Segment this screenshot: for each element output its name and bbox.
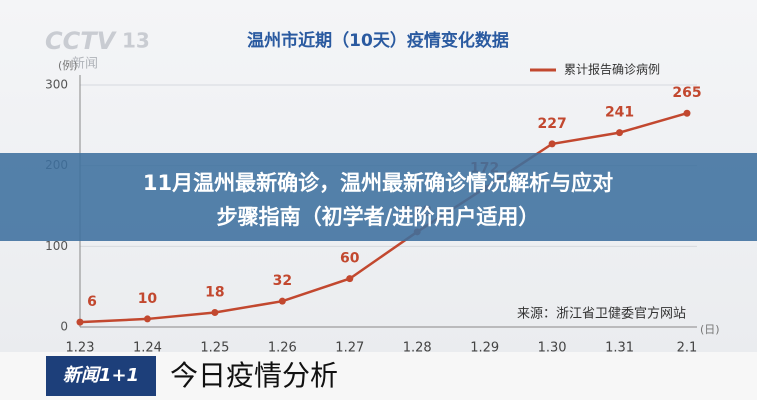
y-tick-label: 0 [60, 320, 68, 334]
data-label: 18 [205, 284, 224, 300]
data-point [548, 140, 556, 148]
x-tick-label: 1.31 [605, 341, 634, 356]
x-tick-label: 1.23 [66, 341, 95, 356]
x-tick-label: 1.28 [403, 341, 432, 356]
source: 来源：浙江省卫健委官方网站 [517, 306, 686, 322]
data-label: 10 [138, 291, 158, 307]
legend-label: 累计报告确诊病例 [564, 62, 660, 77]
x-tick-label: 1.30 [538, 341, 567, 356]
headline-banner [0, 153, 757, 241]
x-tick-label: 1.27 [335, 341, 364, 356]
data-label: 60 [340, 251, 360, 267]
data-label: 6 [87, 294, 97, 310]
logo-caption: 新闻 [72, 56, 98, 72]
data-label: 227 [537, 116, 566, 132]
chart-title: 温州市近期（10天）疫情变化数据 [247, 30, 509, 51]
data-label: 32 [273, 273, 292, 289]
logo-number: 13 [122, 29, 150, 53]
x-axis-label: (日) [700, 323, 720, 336]
y-tick-label: 100 [45, 239, 68, 253]
logo-channel: CCTV [45, 27, 118, 55]
data-point [278, 297, 286, 305]
headline-line: 步骤指南（初学者/进阶用户适用） [217, 205, 540, 229]
x-tick-label: 1.26 [268, 341, 297, 356]
y-tick-label: 300 [45, 78, 68, 92]
data-point [346, 275, 354, 283]
y-axis-label: (例) [58, 58, 78, 72]
data-point [143, 315, 151, 323]
data-point [76, 318, 84, 326]
data-label: 265 [672, 85, 701, 101]
headline-line: 11月温州最新确诊，温州最新确诊情况解析与应对 [143, 171, 613, 195]
program-title: 今日疫情分析 [170, 359, 338, 392]
x-tick-label: 1.29 [470, 341, 499, 356]
data-point [616, 129, 624, 137]
data-point [683, 109, 691, 117]
program-name: 新闻1+1 [63, 365, 139, 386]
data-label: 241 [605, 105, 634, 121]
data-point [211, 308, 219, 316]
x-tick-label: 2.1 [677, 341, 698, 356]
x-tick-label: 1.24 [133, 341, 162, 356]
program-badge [46, 356, 156, 396]
x-tick-label: 1.25 [200, 341, 229, 356]
series-line [79, 112, 688, 324]
